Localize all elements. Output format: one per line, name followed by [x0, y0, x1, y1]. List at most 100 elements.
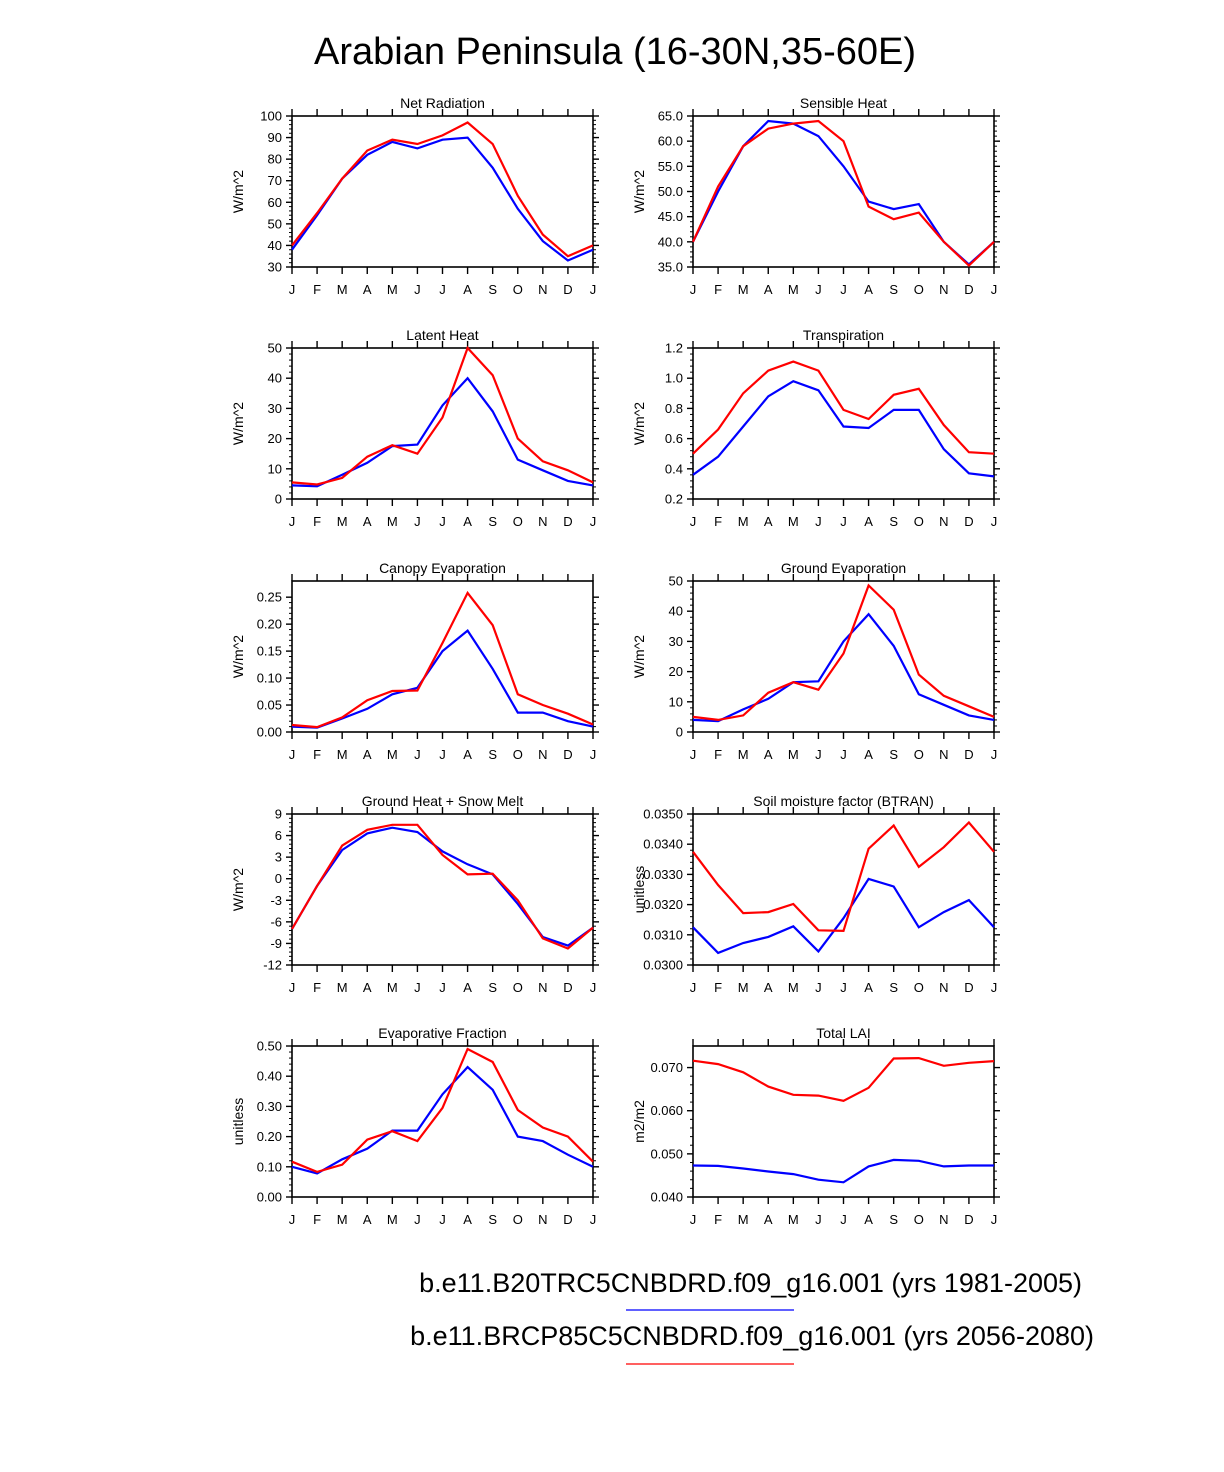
y-tick-label: -6	[270, 914, 282, 929]
x-tick-label: A	[764, 282, 773, 297]
x-tick-label: N	[538, 747, 547, 762]
x-tick-label: J	[590, 747, 597, 762]
x-tick-label: S	[889, 1212, 898, 1227]
x-tick-label: F	[714, 1212, 722, 1227]
x-tick-label: A	[463, 980, 472, 995]
x-tick-label: J	[289, 980, 296, 995]
x-tick-label: J	[414, 1212, 421, 1227]
plot-frame	[291, 813, 594, 966]
x-tick-label: F	[714, 282, 722, 297]
y-tick-label: 0.0350	[643, 807, 683, 822]
y-tick-label: 0.050	[650, 1146, 683, 1161]
panel-title: Soil moisture factor (BTRAN)	[753, 793, 933, 809]
panel-title: Ground Heat + Snow Melt	[362, 793, 524, 809]
x-tick-label: S	[488, 514, 497, 529]
y-tick-label: 0	[275, 871, 282, 886]
x-tick-label: J	[690, 282, 697, 297]
x-tick-label: J	[439, 747, 446, 762]
x-tick-label: M	[738, 282, 749, 297]
y-tick-label: 6	[275, 828, 282, 843]
x-tick-label: A	[363, 282, 372, 297]
x-tick-label: S	[889, 747, 898, 762]
x-tick-label: N	[538, 980, 547, 995]
y-tick-label: 70	[268, 173, 282, 188]
y-tick-label: 0.05	[257, 698, 282, 713]
x-tick-label: N	[538, 514, 547, 529]
x-tick-label: N	[538, 1212, 547, 1227]
y-tick-label: 0.0320	[643, 897, 683, 912]
y-tick-label: 90	[268, 130, 282, 145]
x-tick-label: M	[337, 980, 348, 995]
y-tick-label: 50	[268, 341, 282, 356]
x-tick-label: J	[439, 282, 446, 297]
x-tick-label: O	[914, 747, 924, 762]
x-tick-label: O	[914, 980, 924, 995]
y-tick-label: 0.2	[665, 492, 683, 507]
x-tick-label: J	[414, 980, 421, 995]
x-tick-label: F	[313, 282, 321, 297]
x-tick-label: J	[991, 514, 998, 529]
y-axis-label: W/m^2	[631, 170, 647, 213]
y-axis-label: W/m^2	[631, 635, 647, 678]
y-tick-label: 60	[268, 195, 282, 210]
x-tick-label: J	[840, 514, 847, 529]
x-tick-label: S	[889, 980, 898, 995]
x-tick-label: J	[840, 980, 847, 995]
x-tick-label: N	[939, 282, 948, 297]
x-tick-label: N	[939, 747, 948, 762]
x-tick-label: J	[690, 980, 697, 995]
series-line-future	[692, 1056, 995, 1102]
y-tick-label: 3	[275, 850, 282, 865]
y-tick-label: 0.060	[650, 1103, 683, 1118]
x-tick-label: M	[337, 282, 348, 297]
y-tick-label: -12	[263, 958, 282, 973]
x-tick-label: O	[914, 514, 924, 529]
plot-frame	[692, 580, 995, 733]
legend-entry-label: b.e11.BRCP85C5CNBDRD.f09_g16.001 (yrs 20…	[410, 1321, 1094, 1351]
x-tick-label: N	[939, 980, 948, 995]
x-tick-label: M	[738, 747, 749, 762]
x-tick-label: D	[964, 282, 973, 297]
x-tick-label: A	[864, 1212, 873, 1227]
series-line-historical	[692, 1158, 994, 1184]
x-tick-label: M	[337, 747, 348, 762]
plot-frame	[291, 580, 594, 733]
y-tick-label: 0.00	[257, 1190, 282, 1205]
x-tick-label: J	[414, 282, 421, 297]
y-tick-label: 80	[268, 152, 282, 167]
y-tick-label: 60.0	[658, 134, 683, 149]
x-tick-label: J	[815, 980, 822, 995]
x-tick-label: D	[964, 980, 973, 995]
x-tick-label: J	[439, 514, 446, 529]
series-line-future	[691, 119, 995, 268]
y-tick-label: 0.8	[665, 401, 683, 416]
x-tick-label: D	[964, 747, 973, 762]
x-tick-label: N	[939, 514, 948, 529]
y-tick-label: 0.0300	[643, 958, 683, 973]
x-tick-label: J	[815, 1212, 822, 1227]
series-line-historical	[291, 826, 594, 947]
x-tick-label: A	[463, 747, 472, 762]
x-tick-label: M	[387, 282, 398, 297]
x-tick-label: A	[764, 747, 773, 762]
y-tick-label: 55.0	[658, 159, 683, 174]
x-tick-label: J	[289, 514, 296, 529]
x-tick-label: D	[563, 514, 572, 529]
x-tick-label: J	[289, 282, 296, 297]
y-tick-label: 0.50	[257, 1039, 282, 1054]
y-tick-label: 20	[669, 664, 683, 679]
y-tick-label: 0	[676, 725, 683, 740]
y-axis-label: W/m^2	[230, 868, 246, 911]
x-tick-label: O	[513, 514, 523, 529]
x-tick-label: M	[337, 514, 348, 529]
x-tick-label: S	[488, 282, 497, 297]
y-tick-label: 1.0	[665, 371, 683, 386]
x-tick-label: N	[538, 282, 547, 297]
x-tick-label: O	[513, 747, 523, 762]
y-tick-label: 30	[669, 634, 683, 649]
x-tick-label: A	[864, 282, 873, 297]
